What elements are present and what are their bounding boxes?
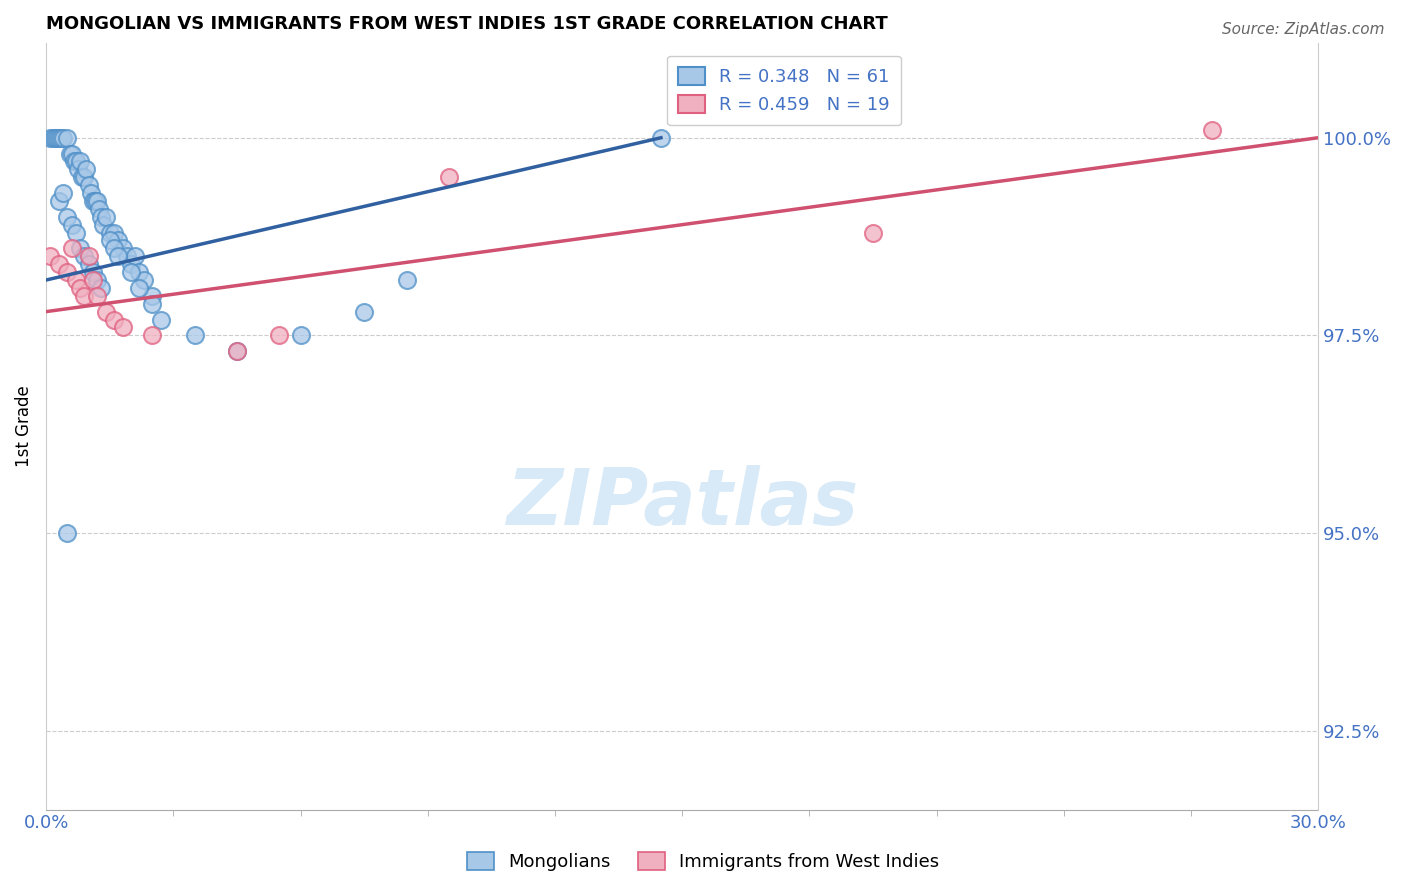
Point: [56, 525, 79, 540]
Point: [49, 130, 72, 145]
Legend: Mongolians, Immigrants from West Indies: Mongolians, Immigrants from West Indies: [460, 845, 946, 879]
Point: [124, 249, 146, 263]
Point: [69, 281, 91, 295]
Point: [62, 154, 84, 169]
Point: [80, 186, 103, 200]
Point: [66, 162, 89, 177]
Point: [93, 218, 115, 232]
Point: [111, 241, 134, 255]
Point: [107, 234, 129, 248]
Point: [395, 273, 418, 287]
Point: [65, 154, 87, 169]
Point: [76, 162, 98, 177]
Point: [77, 249, 100, 263]
Point: [82, 273, 104, 287]
Point: [115, 249, 138, 263]
Point: [141, 296, 163, 310]
Point: [89, 202, 111, 216]
Point: [183, 328, 205, 343]
Point: [290, 328, 312, 343]
Point: [128, 265, 150, 279]
Point: [862, 226, 884, 240]
Y-axis label: 1st Grade: 1st Grade: [15, 385, 32, 467]
Point: [60, 146, 83, 161]
Point: [141, 328, 163, 343]
Point: [73, 170, 96, 185]
Point: [69, 241, 91, 255]
Point: [70, 170, 93, 185]
Point: [86, 273, 108, 287]
Point: [52, 186, 75, 200]
Point: [98, 226, 121, 240]
Point: [94, 304, 117, 318]
Point: [58, 146, 80, 161]
Point: [90, 281, 112, 295]
Text: Source: ZipAtlas.com: Source: ZipAtlas.com: [1222, 22, 1385, 37]
Point: [86, 289, 108, 303]
Point: [84, 194, 107, 208]
Text: MONGOLIAN VS IMMIGRANTS FROM WEST INDIES 1ST GRADE CORRELATION CHART: MONGOLIAN VS IMMIGRANTS FROM WEST INDIES…: [46, 15, 889, 33]
Legend: R = 0.348   N = 61, R = 0.459   N = 19: R = 0.348 N = 61, R = 0.459 N = 19: [666, 55, 901, 125]
Point: [650, 130, 672, 145]
Point: [60, 218, 83, 232]
Point: [120, 265, 142, 279]
Point: [48, 194, 70, 208]
Point: [73, 289, 96, 303]
Point: [437, 170, 460, 185]
Point: [52, 130, 75, 145]
Point: [48, 130, 70, 145]
Point: [65, 273, 87, 287]
Point: [60, 241, 83, 255]
Point: [269, 328, 291, 343]
Point: [73, 249, 96, 263]
Point: [103, 312, 125, 326]
Point: [41, 130, 63, 145]
Point: [132, 273, 155, 287]
Point: [90, 210, 112, 224]
Point: [141, 289, 163, 303]
Point: [120, 257, 142, 271]
Text: ZIPatlas: ZIPatlas: [506, 465, 858, 541]
Point: [45, 130, 67, 145]
Point: [86, 194, 108, 208]
Point: [128, 281, 150, 295]
Point: [107, 249, 129, 263]
Point: [98, 234, 121, 248]
Point: [226, 344, 249, 359]
Point: [56, 210, 79, 224]
Point: [103, 226, 125, 240]
Point: [149, 312, 172, 326]
Point: [77, 178, 100, 193]
Point: [82, 194, 104, 208]
Point: [353, 304, 375, 318]
Point: [56, 265, 79, 279]
Point: [65, 226, 87, 240]
Point: [103, 241, 125, 255]
Point: [39, 249, 62, 263]
Point: [69, 154, 91, 169]
Point: [226, 344, 249, 359]
Point: [82, 265, 104, 279]
Point: [1201, 123, 1223, 137]
Point: [44, 130, 66, 145]
Point: [39, 130, 62, 145]
Point: [111, 320, 134, 334]
Point: [94, 210, 117, 224]
Point: [56, 130, 79, 145]
Point: [48, 257, 70, 271]
Point: [77, 257, 100, 271]
